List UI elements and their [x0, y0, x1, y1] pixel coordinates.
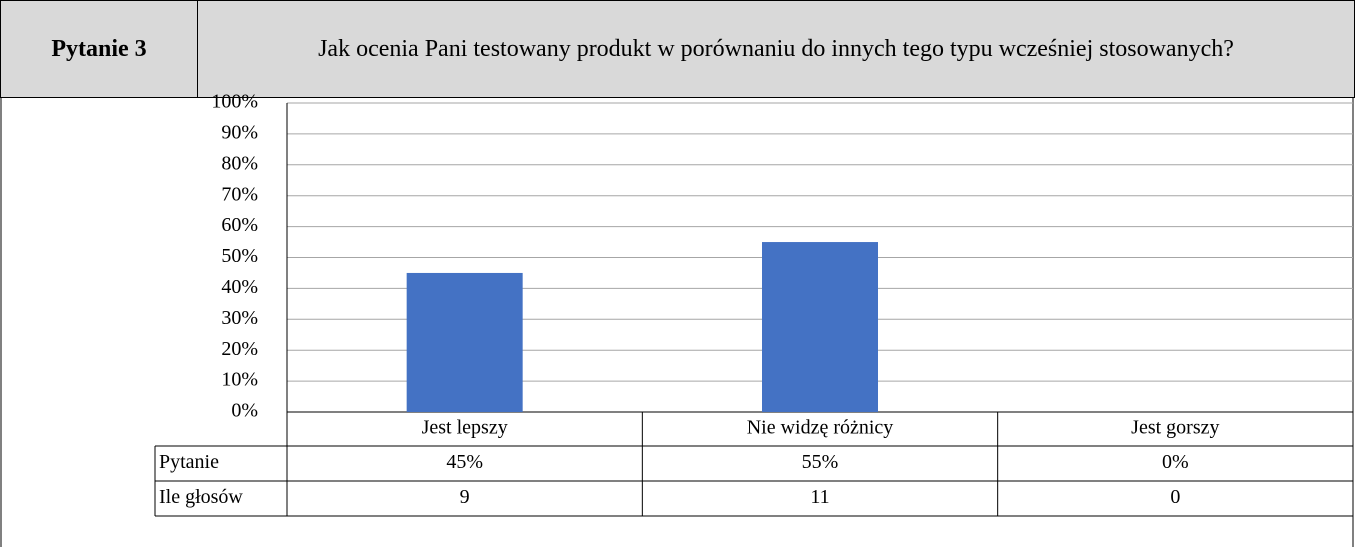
y-tick-label: 60% — [221, 214, 258, 236]
x-tick-label: Jest gorszy — [1131, 417, 1219, 439]
y-tick-label: 30% — [221, 307, 258, 329]
row-label: Pytanie — [159, 451, 219, 473]
table-value: 45% — [446, 451, 483, 473]
x-tick-label: Nie widzę różnicy — [747, 417, 894, 439]
question-cell: Jak ocenia Pani testowany produkt w poró… — [198, 1, 1354, 97]
y-tick-label: 70% — [221, 183, 258, 205]
x-tick-label: Jest lepszy — [422, 417, 508, 439]
y-tick-label: 50% — [221, 245, 258, 267]
table-value: 9 — [460, 486, 470, 508]
y-tick-label: 90% — [221, 121, 258, 143]
table-value: 0 — [1170, 486, 1180, 508]
bar — [762, 242, 878, 412]
table-value: 0% — [1162, 451, 1189, 473]
table-value: 11 — [810, 486, 829, 508]
table-value: 55% — [802, 451, 839, 473]
y-tick-label: 10% — [221, 369, 258, 391]
question-text: Jak ocenia Pani testowany produkt w poró… — [318, 36, 1234, 62]
bar — [406, 272, 523, 412]
header: Pytanie 3 Jak ocenia Pani testowany prod… — [0, 0, 1355, 98]
y-tick-label: 40% — [221, 276, 258, 298]
question-number: Pytanie 3 — [1, 1, 198, 97]
y-tick-label: 0% — [231, 400, 258, 422]
y-tick-label: 20% — [221, 338, 258, 360]
row-label: Ile głosów — [159, 486, 243, 508]
y-tick-label: 80% — [221, 152, 258, 174]
